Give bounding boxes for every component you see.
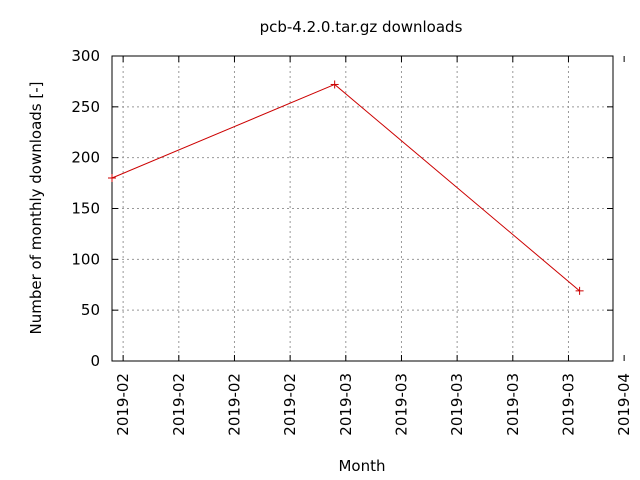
y-axis: 0 50 100 150 200 250 300 [71, 47, 613, 370]
y-tick-label: 0 [90, 352, 100, 370]
x-tick-label: 2019-03 [392, 373, 410, 436]
y-tick-label: 250 [71, 98, 100, 116]
chart-title: pcb-4.2.0.tar.gz downloads [260, 18, 463, 36]
x-tick-label: 2019-03 [504, 373, 522, 436]
y-tick-label: 150 [71, 200, 100, 218]
x-axis-label: Month [338, 457, 385, 475]
x-tick-label: 2019-02 [281, 373, 299, 436]
x-tick-label: 2019-02 [114, 373, 132, 436]
y-tick-label: 50 [81, 301, 100, 319]
y-tick-label: 200 [71, 149, 100, 167]
x-tick-label: 2019-03 [337, 373, 355, 436]
data-point [575, 286, 584, 295]
y-axis-label: Number of monthly downloads [-] [27, 82, 45, 335]
x-tick-label: 2019-04 [615, 373, 633, 436]
grid-lines [112, 56, 613, 361]
data-point [108, 174, 116, 182]
y-tick-label: 100 [71, 250, 100, 268]
data-point [330, 80, 339, 89]
x-tick-label: 2019-03 [448, 373, 466, 436]
x-axis: 2019-02 2019-02 2019-02 2019-02 2019-03 2019-… [114, 56, 633, 436]
x-tick-label: 2019-02 [170, 373, 188, 436]
series-group [108, 80, 584, 295]
x-tick-label: 2019-03 [559, 373, 577, 436]
y-tick-label: 300 [71, 47, 100, 65]
x-tick-label: 2019-02 [225, 373, 243, 436]
